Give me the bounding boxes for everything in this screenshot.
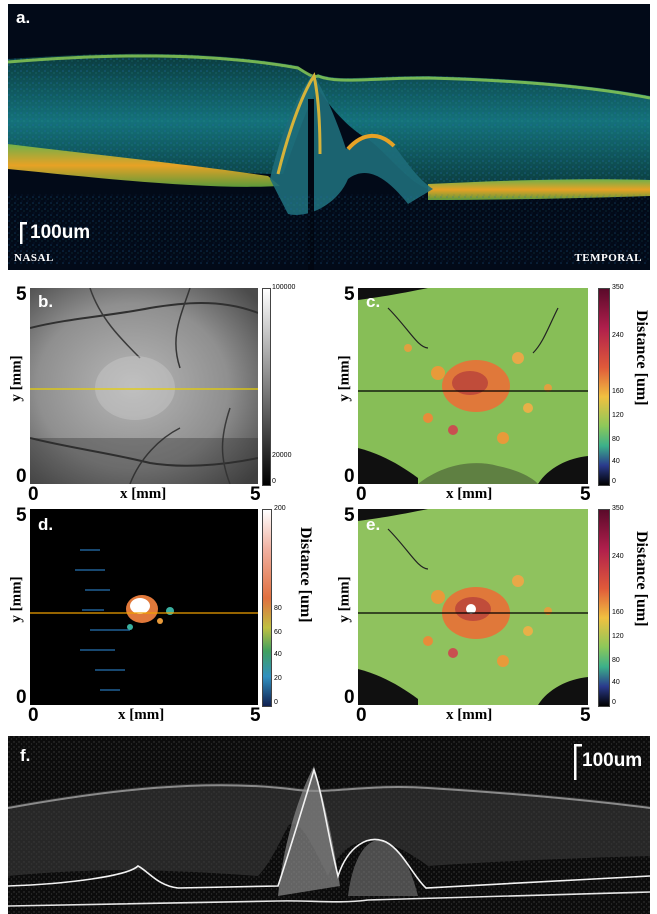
drusen-map-image [30, 509, 258, 705]
colorbar-tick: 120 [612, 633, 624, 640]
colorbar-tick: 160 [612, 388, 624, 395]
colorbar-title: Distance [um] [633, 531, 650, 627]
colorbar-tick: 160 [612, 609, 624, 616]
panel-label: a. [16, 8, 31, 27]
x-tick-min: 0 [28, 705, 39, 726]
colorbar-title: Distance [um] [633, 310, 650, 406]
x-axis-label: x [mm] [118, 707, 165, 723]
colorbar-tick: 0 [612, 478, 616, 485]
colorbar-tick: 20000 [272, 452, 292, 459]
colorbar-tick: 40 [612, 679, 620, 686]
colorbar-tick: 240 [612, 553, 624, 560]
panel-label: c. [366, 292, 381, 311]
y-tick-max: 5 [344, 505, 355, 526]
scale-bar-label: 100um [582, 750, 643, 771]
colorbar-tick: 200 [274, 505, 286, 512]
x-tick-max: 5 [580, 705, 591, 726]
x-tick-min: 0 [356, 484, 367, 505]
colorbar-tick: 0 [272, 478, 276, 485]
colorbar-tick: 80 [274, 605, 282, 612]
colorbar-tick: 40 [274, 651, 282, 658]
colorbar-tick: 80 [612, 436, 620, 443]
x-axis-label: x [mm] [120, 486, 167, 502]
colorbar-tick: 60 [274, 629, 282, 636]
colorbar-title: Distance [um] [297, 527, 314, 623]
y-tick-min: 0 [16, 687, 27, 708]
colorbar [598, 509, 610, 707]
colorbar-tick: 350 [612, 505, 624, 512]
y-axis-label: y [mm] [8, 355, 25, 402]
colorbar-tick: 80 [612, 657, 620, 664]
y-tick-min: 0 [16, 466, 27, 487]
colorbar-tick: 0 [612, 699, 616, 706]
x-axis-label: x [mm] [446, 486, 493, 502]
panel-d: d. 200 80 60 40 20 0 Distance [um] 5 0 0… [0, 505, 328, 730]
temporal-label: TEMPORAL [574, 252, 642, 264]
panel-c: c. 350 240 160 120 80 40 0 Distance [um]… [328, 280, 657, 505]
colorbar-tick: 40 [612, 458, 620, 465]
distance-map-image [358, 288, 588, 484]
nasal-label: NASAL [14, 252, 54, 264]
x-axis-label: x [mm] [446, 707, 493, 723]
x-tick-min: 0 [28, 484, 39, 505]
panel-e: e. 350 240 160 120 80 40 0 Distance [um]… [328, 505, 657, 730]
y-tick-min: 0 [344, 466, 355, 487]
y-tick-min: 0 [344, 687, 355, 708]
colorbar-tick: 0 [274, 699, 278, 706]
colorbar [262, 288, 271, 486]
panel-label: f. [20, 746, 31, 765]
x-tick-min: 0 [356, 705, 367, 726]
x-tick-max: 5 [580, 484, 591, 505]
colorbar-tick: 20 [274, 675, 282, 682]
oct-bscan-grayscale-image [8, 736, 650, 914]
colorbar-tick: 100000 [272, 284, 296, 291]
y-axis-label: y [mm] [336, 355, 353, 402]
colorbar-tick: 350 [612, 284, 624, 291]
colorbar [262, 509, 272, 707]
y-tick-max: 5 [16, 284, 27, 305]
panel-b: b. 100000 20000 0 5 0 0 5 x [mm] y [mm] [0, 280, 328, 505]
colorbar [598, 288, 610, 486]
y-axis-label: y [mm] [336, 576, 353, 623]
y-axis-label: y [mm] [8, 576, 25, 623]
scale-bar-label: 100um [30, 222, 91, 243]
y-tick-max: 5 [344, 284, 355, 305]
panel-label: d. [38, 515, 54, 534]
y-tick-max: 5 [16, 505, 27, 526]
fundus-image [30, 288, 258, 484]
panel-label: b. [38, 292, 54, 311]
distance-map-image [358, 509, 588, 705]
colorbar-tick: 240 [612, 332, 624, 339]
colorbar-tick: 120 [612, 412, 624, 419]
panel-f: f. 100um [8, 736, 650, 914]
x-tick-max: 5 [250, 705, 261, 726]
panel-a: a. 100um NASAL TEMPORAL [8, 4, 650, 270]
oct-bscan-color-image [8, 4, 650, 270]
x-tick-max: 5 [250, 484, 261, 505]
panel-label: e. [366, 515, 381, 534]
